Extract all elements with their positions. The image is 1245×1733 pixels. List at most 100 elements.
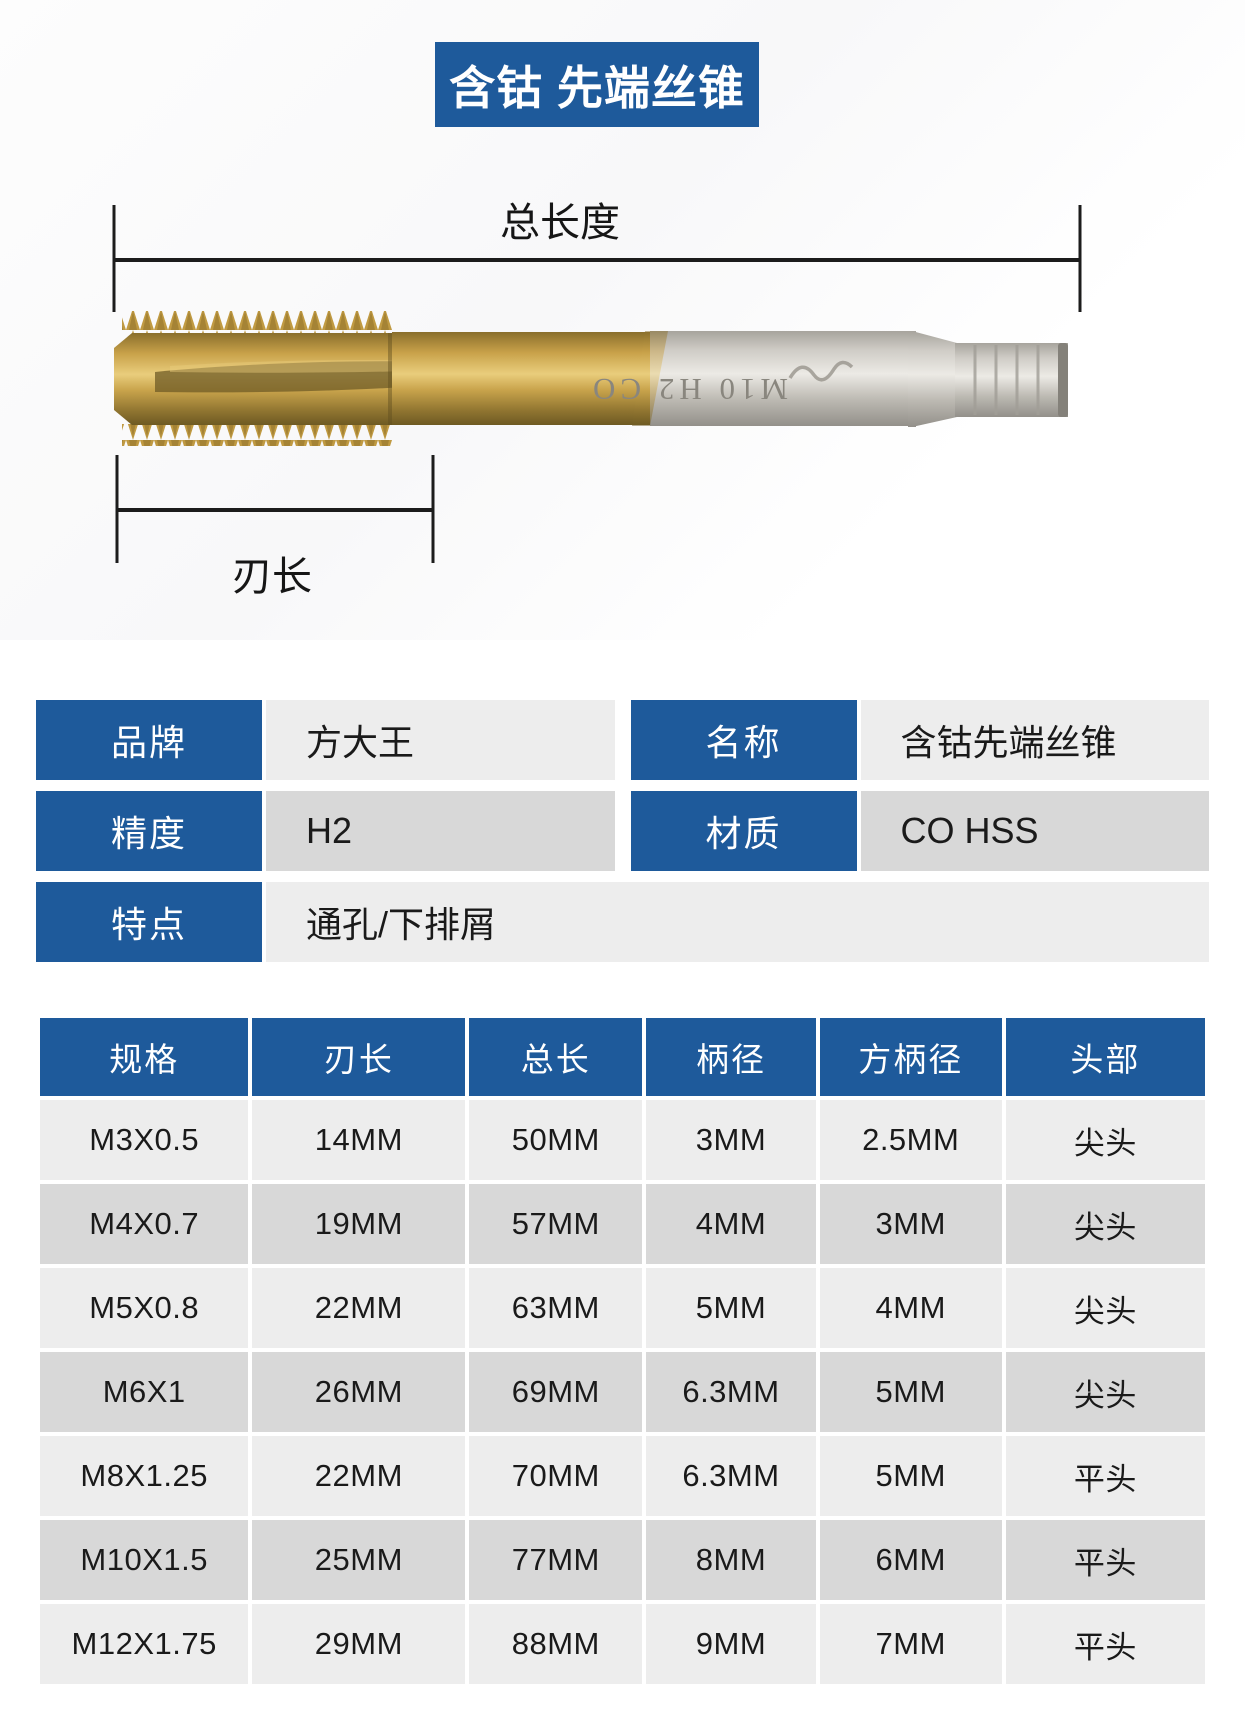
spec-table-header: 规格 刃长 总长 柄径 方柄径 头部 (40, 1018, 1205, 1096)
table-row: M3X0.5 14MM 50MM 3MM 2.5MM 尖头 (40, 1100, 1205, 1180)
gold-steel-transition (632, 331, 668, 426)
total-length-dimension (112, 205, 1082, 312)
cell-head: 尖头 (1005, 1100, 1205, 1180)
cell-total-length: 69MM (469, 1352, 643, 1432)
square-drive-end-cap (1058, 343, 1068, 417)
col-header-blade-length: 刃长 (252, 1018, 466, 1096)
cell-head: 尖头 (1005, 1184, 1205, 1264)
cell-total-length: 50MM (469, 1100, 643, 1180)
product-info-table: 品牌 方大王 名称 含钴先端丝锥 精度 H2 材质 CO HSS 特点 通孔/下… (36, 700, 1209, 962)
material-label: 材质 (630, 791, 857, 871)
cell-total-length: 57MM (469, 1184, 643, 1264)
gold-shank (392, 332, 655, 425)
cell-square-dia: 2.5MM (819, 1100, 1002, 1180)
features-value: 通孔/下排屑 (266, 882, 1209, 962)
cell-spec: M8X1.25 (40, 1436, 249, 1516)
table-row: M10X1.5 25MM 77MM 8MM 6MM 平头 (40, 1520, 1205, 1600)
info-pair-name: 名称 含钴先端丝锥 (630, 700, 1209, 780)
precision-label: 精度 (36, 791, 262, 871)
info-pair-material: 材质 CO HSS (630, 791, 1209, 871)
table-row: M5X0.8 22MM 63MM 5MM 4MM 尖头 (40, 1268, 1205, 1348)
cell-total-length: 63MM (469, 1268, 643, 1348)
name-value: 含钴先端丝锥 (860, 700, 1209, 780)
cell-shank-dia: 9MM (646, 1604, 816, 1684)
cell-spec: M5X0.8 (40, 1268, 249, 1348)
col-header-spec: 规格 (40, 1018, 249, 1096)
thread-teeth-top (122, 311, 392, 333)
cell-blade-length: 26MM (252, 1352, 466, 1432)
tap-diagram: 总长度 (112, 201, 1082, 599)
shank-end (908, 331, 916, 427)
info-pair-features: 特点 通孔/下排屑 (36, 882, 1209, 962)
cell-square-dia: 6MM (819, 1520, 1002, 1600)
cell-head: 平头 (1005, 1436, 1205, 1516)
cell-head: 尖头 (1005, 1352, 1205, 1432)
cell-spec: M6X1 (40, 1352, 249, 1432)
cell-blade-length: 22MM (252, 1436, 466, 1516)
cell-shank-dia: 8MM (646, 1520, 816, 1600)
cell-total-length: 70MM (469, 1436, 643, 1516)
info-pair-precision: 精度 H2 (36, 791, 615, 871)
cell-blade-length: 29MM (252, 1604, 466, 1684)
cell-head: 平头 (1005, 1520, 1205, 1600)
cell-shank-dia: 4MM (646, 1184, 816, 1264)
page-title: 含钴 先端丝锥 (435, 42, 759, 127)
precision-value: H2 (266, 791, 615, 871)
table-row: M4X0.7 19MM 57MM 4MM 3MM 尖头 (40, 1184, 1205, 1264)
table-row: M6X1 26MM 69MM 6.3MM 5MM 尖头 (40, 1352, 1205, 1432)
brand-logo-engraving (788, 360, 854, 382)
cell-total-length: 88MM (469, 1604, 643, 1684)
table-row: M12X1.75 29MM 88MM 9MM 7MM 平头 (40, 1604, 1205, 1684)
cell-blade-length: 25MM (252, 1520, 466, 1600)
spec-header-row: 规格 刃长 总长 柄径 方柄径 头部 (40, 1018, 1205, 1096)
cell-total-length: 77MM (469, 1520, 643, 1600)
spec-table: 规格 刃长 总长 柄径 方柄径 头部 M3X0.5 14MM 50MM 3MM … (36, 1014, 1209, 1688)
info-row-2: 精度 H2 材质 CO HSS (36, 791, 1209, 871)
cell-head: 尖头 (1005, 1268, 1205, 1348)
info-pair-brand: 品牌 方大王 (36, 700, 615, 780)
cell-square-dia: 7MM (819, 1604, 1002, 1684)
col-header-total-length: 总长 (469, 1018, 643, 1096)
tap-marking-engraving: M10 H2 CO (588, 372, 788, 407)
cell-spec: M10X1.5 (40, 1520, 249, 1600)
cell-spec: M12X1.75 (40, 1604, 249, 1684)
cell-spec: M3X0.5 (40, 1100, 249, 1180)
cell-square-dia: 4MM (819, 1268, 1002, 1348)
cell-head: 平头 (1005, 1604, 1205, 1684)
square-drive (955, 343, 1068, 417)
col-header-square-dia: 方柄径 (819, 1018, 1002, 1096)
brand-value: 方大王 (266, 700, 615, 780)
col-header-shank-dia: 柄径 (646, 1018, 816, 1096)
total-length-label: 总长度 (500, 201, 620, 245)
brand-label: 品牌 (36, 700, 262, 780)
cell-shank-dia: 6.3MM (646, 1436, 816, 1516)
steel-shank (650, 331, 914, 426)
spec-table-body: M3X0.5 14MM 50MM 3MM 2.5MM 尖头 M4X0.7 19M… (40, 1100, 1205, 1684)
blade-length-dimension (115, 455, 435, 563)
cell-shank-dia: 6.3MM (646, 1352, 816, 1432)
cell-square-dia: 5MM (819, 1352, 1002, 1432)
square-drive-grind-lines (973, 345, 1040, 415)
cell-shank-dia: 3MM (646, 1100, 816, 1180)
cell-blade-length: 22MM (252, 1268, 466, 1348)
thread-shank-groove (388, 333, 394, 425)
features-label: 特点 (36, 882, 262, 962)
table-row: M8X1.25 22MM 70MM 6.3MM 5MM 平头 (40, 1436, 1205, 1516)
cell-square-dia: 5MM (819, 1436, 1002, 1516)
thread-teeth-bottom (122, 424, 392, 446)
tap-illustration: M10 H2 CO (114, 311, 1068, 446)
info-row-1: 品牌 方大王 名称 含钴先端丝锥 (36, 700, 1209, 780)
col-header-head: 头部 (1005, 1018, 1205, 1096)
cell-shank-dia: 5MM (646, 1268, 816, 1348)
square-taper (912, 331, 957, 427)
cell-blade-length: 14MM (252, 1100, 466, 1180)
cell-square-dia: 3MM (819, 1184, 1002, 1264)
info-row-3: 特点 通孔/下排屑 (36, 882, 1209, 962)
blade-length-label: 刃长 (232, 555, 312, 599)
product-photo-section: 总长度 (0, 0, 1245, 640)
name-label: 名称 (630, 700, 857, 780)
content-area: 品牌 方大王 名称 含钴先端丝锥 精度 H2 材质 CO HSS 特点 通孔/下… (0, 700, 1245, 1688)
cell-blade-length: 19MM (252, 1184, 466, 1264)
material-value: CO HSS (860, 791, 1209, 871)
cell-spec: M4X0.7 (40, 1184, 249, 1264)
